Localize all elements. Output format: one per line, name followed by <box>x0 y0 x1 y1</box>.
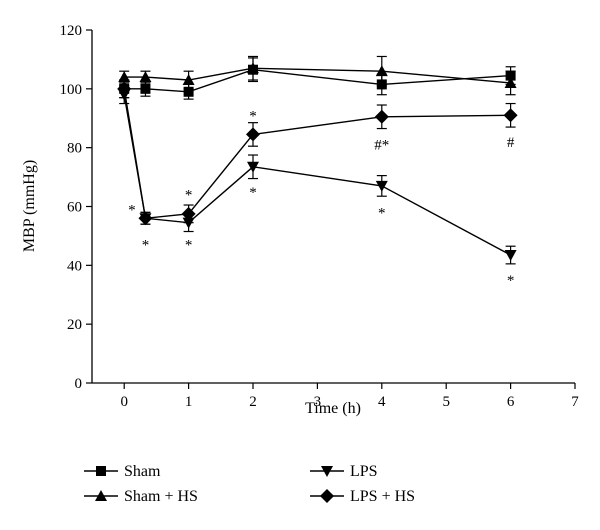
y-tick-label: 60 <box>67 200 82 216</box>
series-line <box>123 88 511 220</box>
data-point <box>182 74 195 86</box>
significance-mark: * <box>185 238 193 254</box>
x-axis-title: Time (h) <box>305 400 361 417</box>
x-tick-label: 6 <box>507 394 515 410</box>
data-point <box>504 76 517 88</box>
series-lps <box>118 85 517 265</box>
y-tick-label: 20 <box>67 317 82 333</box>
x-tick-label: 0 <box>120 394 128 410</box>
y-axis-title: MBP (mmHg) <box>21 160 38 252</box>
significance-mark: # <box>507 135 515 151</box>
significance-mark: * <box>142 238 150 254</box>
legend-marker <box>320 489 334 503</box>
x-tick-label: 4 <box>378 394 386 410</box>
x-tick-label: 3 <box>314 394 322 410</box>
significance-mark: * <box>249 185 257 201</box>
data-point <box>247 62 259 74</box>
significance-mark: * <box>185 188 193 204</box>
significance-mark: * <box>507 273 515 289</box>
y-ticks: 0 20 40 60 80 100 120 <box>60 23 92 392</box>
data-point <box>247 161 259 173</box>
data-point <box>375 180 388 192</box>
legend-item: Sham <box>84 463 161 480</box>
legend-marker <box>321 466 333 477</box>
data-point <box>375 65 388 77</box>
legend-marker <box>96 466 106 476</box>
data-point <box>139 71 152 83</box>
data-point <box>138 211 153 226</box>
x-tick-label: 1 <box>185 394 193 410</box>
data-point <box>118 71 131 83</box>
significance-mark: * <box>249 108 257 124</box>
annotation-layer: ******#**#* <box>128 108 515 289</box>
data-point <box>183 86 194 97</box>
data-point <box>504 250 517 262</box>
series-line <box>123 94 511 256</box>
y-tick-label: 100 <box>60 82 83 98</box>
data-point <box>140 83 151 94</box>
x-tick-label: 5 <box>442 394 450 410</box>
data-point <box>246 127 260 142</box>
y-tick-label: 120 <box>60 23 83 39</box>
series-line <box>124 68 511 93</box>
legend-item: LPS <box>310 463 378 480</box>
x-ticks: 0 1 2 3 4 5 6 7 <box>120 383 579 410</box>
significance-mark: #* <box>374 138 389 154</box>
series-layer <box>117 55 518 265</box>
data-point <box>374 109 389 124</box>
legend-label: Sham <box>124 463 161 480</box>
series-lps-hs <box>117 79 518 226</box>
data-point <box>181 206 196 221</box>
series-sham-hs <box>118 55 517 96</box>
legend: Sham Sham + HS LPS LPS + HS <box>84 463 415 505</box>
legend-label: LPS + HS <box>350 488 415 505</box>
data-point <box>117 81 132 96</box>
axes <box>91 30 575 384</box>
significance-mark: * <box>378 205 386 221</box>
data-point <box>503 108 518 123</box>
y-tick-label: 40 <box>67 258 82 274</box>
legend-label: Sham + HS <box>124 488 198 505</box>
legend-label: LPS <box>350 463 378 480</box>
legend-item: LPS + HS <box>310 488 415 505</box>
series-line <box>124 67 511 84</box>
y-tick-label: 80 <box>67 141 82 157</box>
x-tick-label: 7 <box>571 394 579 410</box>
x-tick-label: 2 <box>249 394 257 410</box>
y-tick-label: 0 <box>75 376 83 392</box>
significance-mark: * <box>128 202 136 218</box>
legend-item: Sham + HS <box>84 488 198 505</box>
legend-marker <box>95 490 107 501</box>
